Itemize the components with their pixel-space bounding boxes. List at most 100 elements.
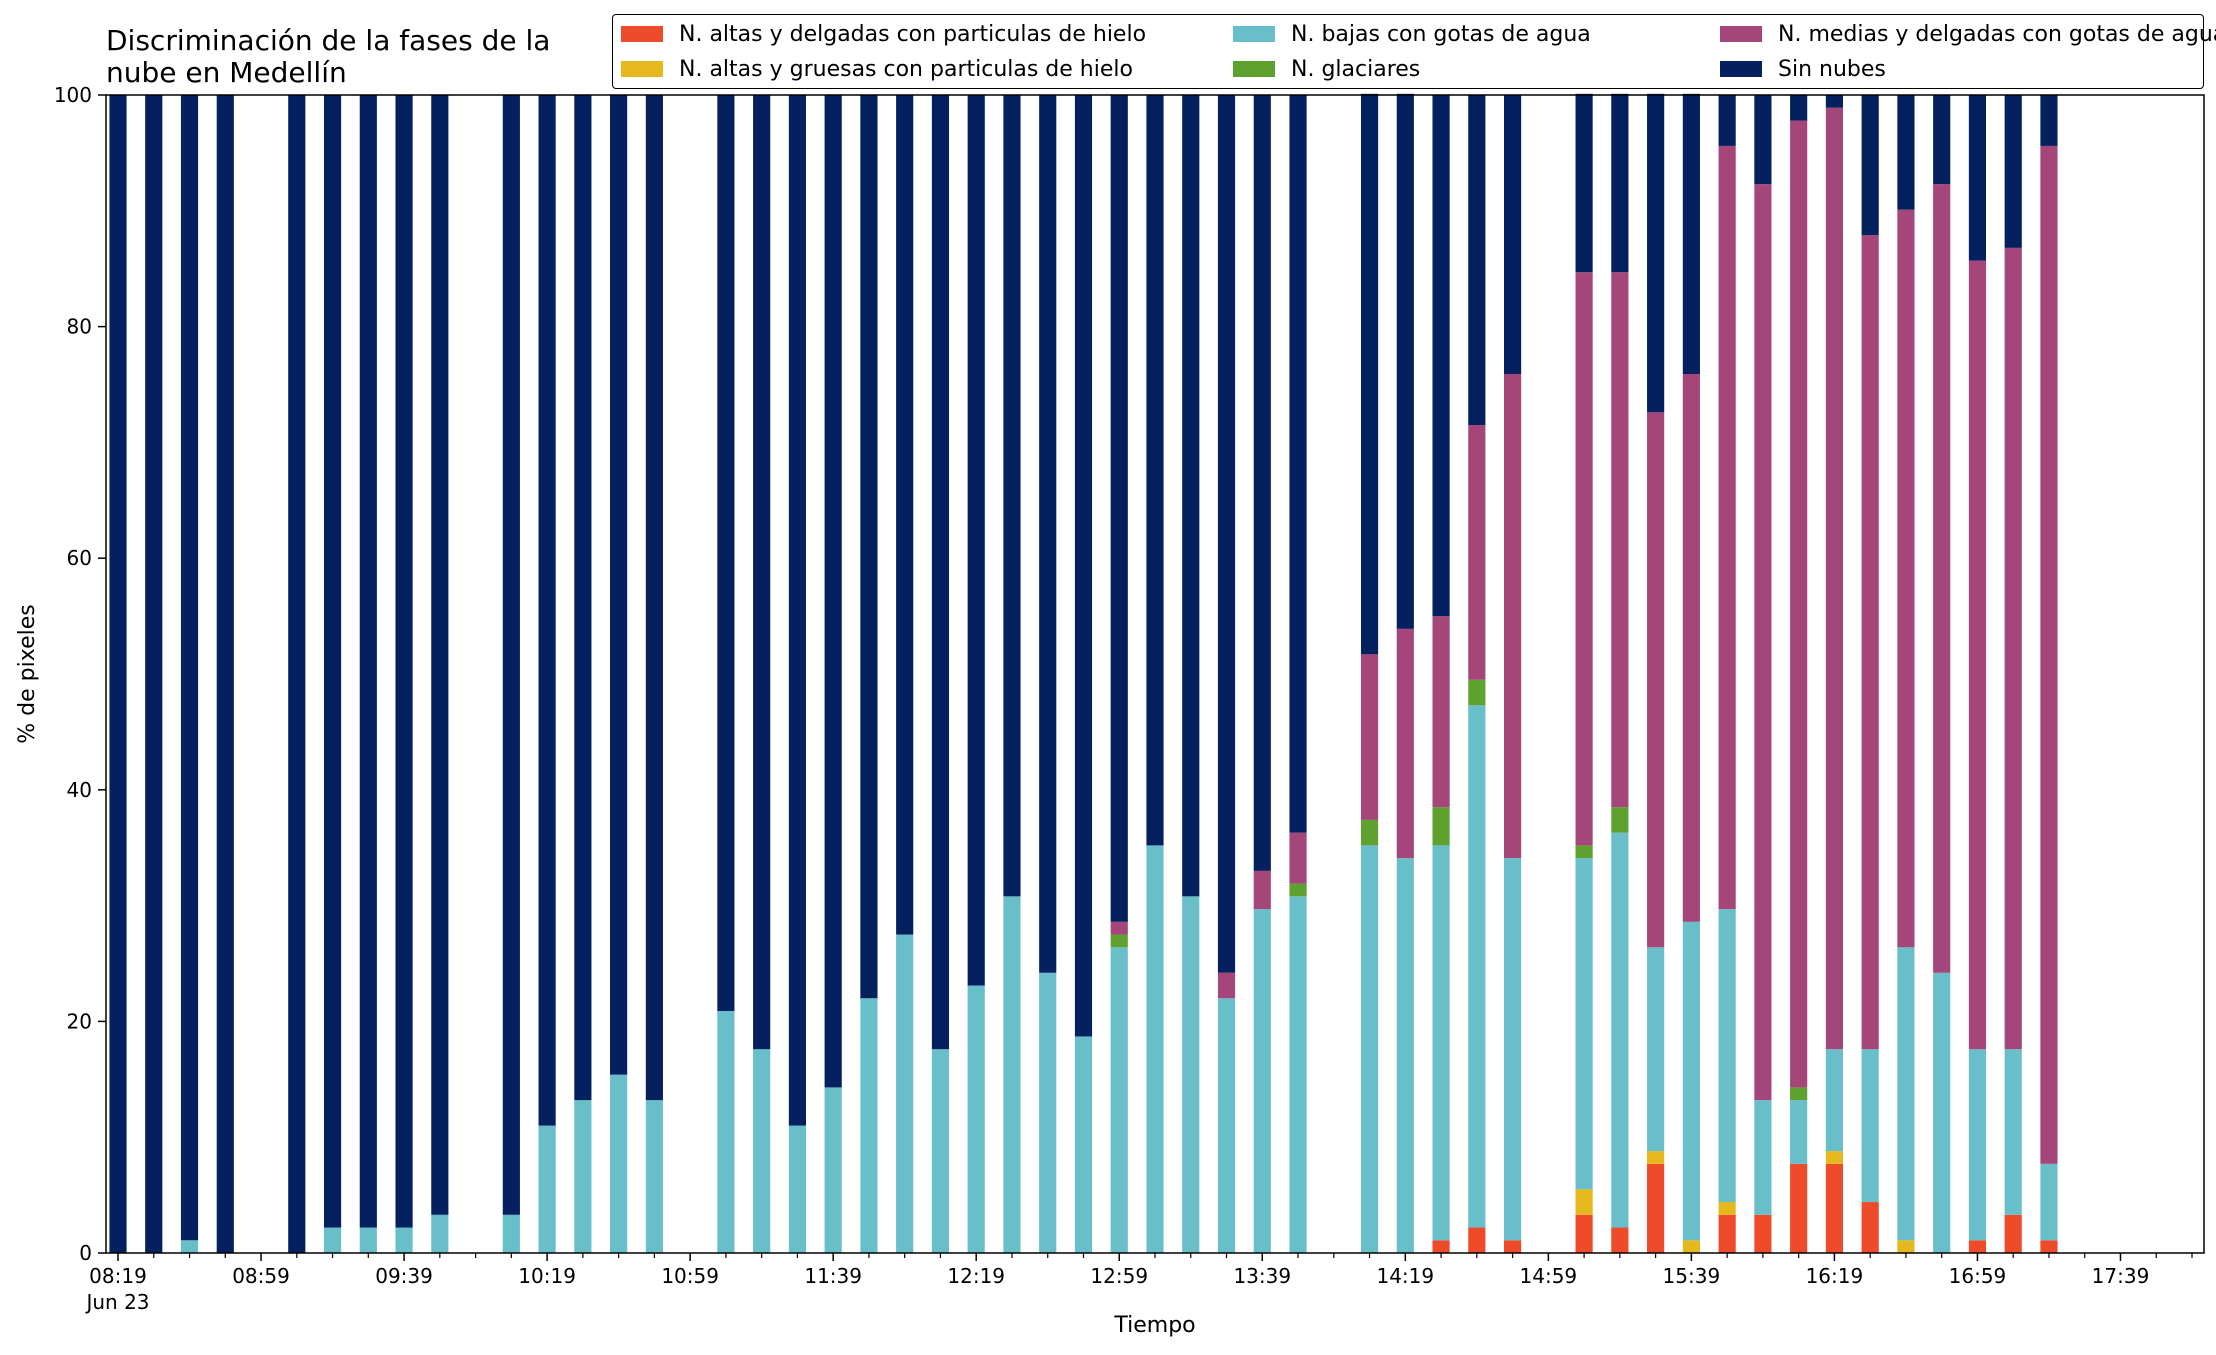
bar-segment (1396, 628, 1414, 859)
bar-segment (788, 95, 806, 1126)
y-axis: 0 20 40 60 80 100 (54, 83, 106, 1265)
bar-segment (1289, 95, 1307, 833)
bar-segment (1718, 1202, 1736, 1215)
bar-segment (1861, 1049, 1879, 1203)
bar-segment (1718, 145, 1736, 910)
x-tick-label: 14:19 (1376, 1264, 1434, 1288)
bar-segment (753, 95, 771, 1050)
legend-label: N. altas y gruesas con particulas de hie… (679, 56, 1133, 82)
bar-segment (145, 95, 163, 1253)
bar-segment (502, 95, 520, 1215)
legend-swatch (1233, 26, 1275, 42)
x-axis: 08:19 08:59 09:39 10:19 10:59 11:39 12:19 12:59… (84, 1253, 2193, 1314)
bar-segment (1790, 1100, 1808, 1164)
bar-segment (1468, 425, 1486, 680)
bar-segment (538, 1125, 556, 1253)
bar-segment (574, 1100, 592, 1253)
bar-segment (1039, 95, 1057, 973)
bar-segment (1647, 1151, 1665, 1164)
bar-segment (1289, 832, 1307, 884)
bar-segment (1647, 93, 1665, 413)
bar-segment (1468, 1227, 1486, 1253)
bar-segment (610, 1074, 628, 1253)
bar-segment (395, 95, 413, 1228)
bar-segment (1968, 1240, 1987, 1253)
bar-segment (574, 95, 592, 1101)
x-tick-label: 12:19 (947, 1264, 1005, 1288)
bar-segment (1217, 972, 1236, 999)
x-date-label: Jun 23 (84, 1290, 149, 1314)
bar-segment (1360, 819, 1379, 846)
bar-segment (180, 95, 199, 1241)
bar-segment (1504, 95, 1522, 375)
bar-segment (1933, 184, 1951, 973)
bar-segment (1289, 896, 1307, 1253)
bar-segment (323, 95, 342, 1228)
x-tick-label: 08:59 (232, 1264, 290, 1288)
bar-segment (1718, 1214, 1736, 1253)
bar-segment (1432, 1240, 1450, 1253)
bar-segment (1897, 209, 1915, 948)
x-tick-label: 11:39 (804, 1264, 862, 1288)
bar-segment (824, 1087, 842, 1253)
bar-segment (2004, 247, 2022, 1050)
bar-segment (1575, 1214, 1593, 1253)
legend-item: N. altas y gruesas con particulas de hie… (621, 54, 1133, 84)
bar-segment (1110, 95, 1128, 922)
bar-segment (1468, 679, 1486, 706)
bar-segment (1790, 1163, 1808, 1253)
legend-label: Sin nubes (1778, 56, 1886, 82)
bar-segment (1110, 921, 1128, 935)
bar-segment (1897, 947, 1915, 1241)
bar-segment (323, 1227, 342, 1253)
bar-segment (860, 95, 878, 999)
bar-segment (753, 1049, 771, 1253)
x-tick-label: 15:39 (1663, 1264, 1721, 1288)
chart-title-line-1: Discriminación de la fases de la (106, 24, 551, 57)
bar-segment (1611, 93, 1629, 273)
bar-segment (1825, 95, 1843, 108)
bar-segment (431, 95, 449, 1215)
bar-segment (1897, 95, 1915, 210)
y-tick-label: 100 (54, 83, 92, 107)
bar-segment (1253, 870, 1271, 910)
y-tick-label: 20 (67, 1009, 92, 1033)
legend-swatch (1233, 61, 1275, 77)
bar-segment (1182, 896, 1200, 1253)
bar-segment (1682, 93, 1700, 375)
bar-segment (717, 95, 735, 1011)
bar-segment (1360, 654, 1379, 820)
bar-segment (610, 95, 628, 1075)
x-tick-label: 10:19 (518, 1264, 576, 1288)
bar-segment (1611, 1227, 1629, 1253)
bar-segment (1861, 1202, 1879, 1253)
bar-segment (1754, 95, 1772, 185)
bar-segment (1146, 845, 1164, 1253)
bar-segment (788, 1125, 806, 1253)
bar-segment (1647, 412, 1665, 948)
bar-segment (1253, 909, 1271, 1253)
x-tick-label: 12:59 (1090, 1264, 1148, 1288)
bar-segment (1825, 1163, 1843, 1253)
bar-segment (1790, 1087, 1808, 1101)
bar-segment (1611, 832, 1629, 1228)
bar-segment (1003, 896, 1021, 1253)
y-tick-label: 80 (67, 315, 92, 339)
bar-segment (1575, 272, 1593, 846)
bar-segment (1861, 235, 1879, 1050)
legend-item: N. bajas con gotas de agua (1233, 19, 1591, 49)
bar-segment (1682, 374, 1700, 922)
x-tick-label: 16:59 (1949, 1264, 2007, 1288)
bar-segment (1897, 1240, 1915, 1253)
bar-segment (1575, 845, 1593, 859)
bar-segment (2040, 145, 2058, 1164)
x-axis-label: Tiempo (1113, 1313, 1195, 1338)
bar-segment (860, 998, 878, 1253)
y-tick-label: 40 (67, 778, 92, 802)
y-tick-label: 60 (67, 546, 92, 570)
bar-segment (1754, 184, 1772, 1101)
bar-segment (896, 934, 914, 1253)
bar-segment (2004, 1049, 2022, 1215)
bar-segment (502, 1214, 520, 1253)
